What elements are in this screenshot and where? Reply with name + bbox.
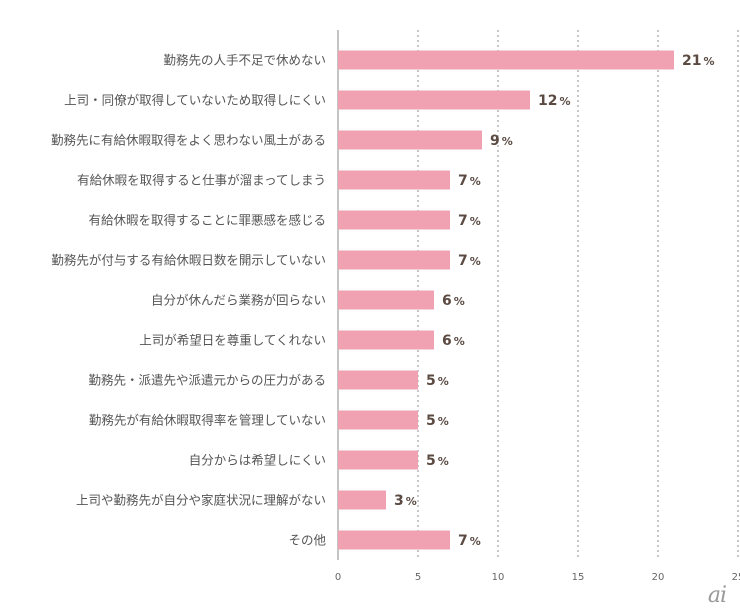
data-label: 3%	[394, 493, 417, 509]
category-label: 有給休暇を取得することに罪悪感を感じる	[88, 213, 326, 228]
data-label: 7%	[458, 213, 481, 229]
category-label: その他	[288, 533, 326, 548]
x-tick-label: 5	[415, 572, 421, 583]
bar	[338, 50, 674, 70]
bar	[338, 210, 450, 230]
data-label: 6%	[442, 333, 465, 349]
x-tick-label: 0	[335, 572, 341, 583]
bar	[338, 170, 450, 190]
category-label: 上司や勤務先が自分や家庭状況に理解がない	[76, 493, 326, 508]
category-label: 自分が休んだら業務が回らない	[151, 293, 326, 308]
data-label: 5%	[426, 413, 449, 429]
bar	[338, 450, 418, 470]
bars	[338, 50, 674, 550]
x-tick-label: 15	[572, 572, 585, 583]
category-label: 勤務先・派遣先や派遣元からの圧力がある	[88, 373, 326, 388]
data-label: 5%	[426, 453, 449, 469]
data-label: 9%	[490, 133, 513, 149]
bar	[338, 370, 418, 390]
x-tick-label: 10	[492, 572, 505, 583]
category-label: 勤務先に有給休暇取得をよく思わない風土がある	[51, 133, 326, 148]
category-label: 勤務先が付与する有給休暇日数を開示していない	[51, 253, 326, 268]
category-label: 自分からは希望しにくい	[189, 453, 326, 468]
data-labels: 21 % 12 % 9 % 7 % 7 % 7 % 6 % 6 % 5 % 5 % 5 % 3 % 7%	[394, 53, 715, 549]
x-tick-label: 25	[732, 572, 740, 583]
data-label: 12%	[538, 93, 571, 109]
bar	[338, 410, 418, 430]
category-label: 勤務先が有給休暇取得率を管理していない	[89, 413, 326, 428]
data-label: 7%	[458, 173, 481, 189]
bar	[338, 130, 482, 150]
data-label: 21%	[682, 53, 715, 69]
watermark-logo: ai	[707, 583, 727, 608]
category-labels: 勤務先の人手不足で休めない上司・同僚が取得していないため取得しにくい勤務先に有給…	[51, 53, 327, 548]
category-label: 勤務先の人手不足で休めない	[163, 53, 326, 68]
category-label: 上司・同僚が取得していないため取得しにくい	[64, 93, 326, 108]
category-label: 上司が希望日を尊重してくれない	[139, 333, 326, 348]
bar	[338, 530, 450, 550]
bar	[338, 330, 434, 350]
x-tick-label: 20	[652, 572, 665, 583]
x-tick-labels: 0 5 10 15 20 25	[335, 572, 740, 583]
category-label: 有給休暇を取得すると仕事が溜まってしまう	[77, 173, 326, 188]
data-label: 7%	[458, 253, 481, 269]
bar	[338, 250, 450, 270]
data-label: 6%	[442, 293, 465, 309]
bar	[338, 490, 386, 510]
bar	[338, 90, 530, 110]
data-label: 5%	[426, 373, 449, 389]
bar	[338, 290, 434, 310]
data-label: 7%	[458, 533, 481, 549]
